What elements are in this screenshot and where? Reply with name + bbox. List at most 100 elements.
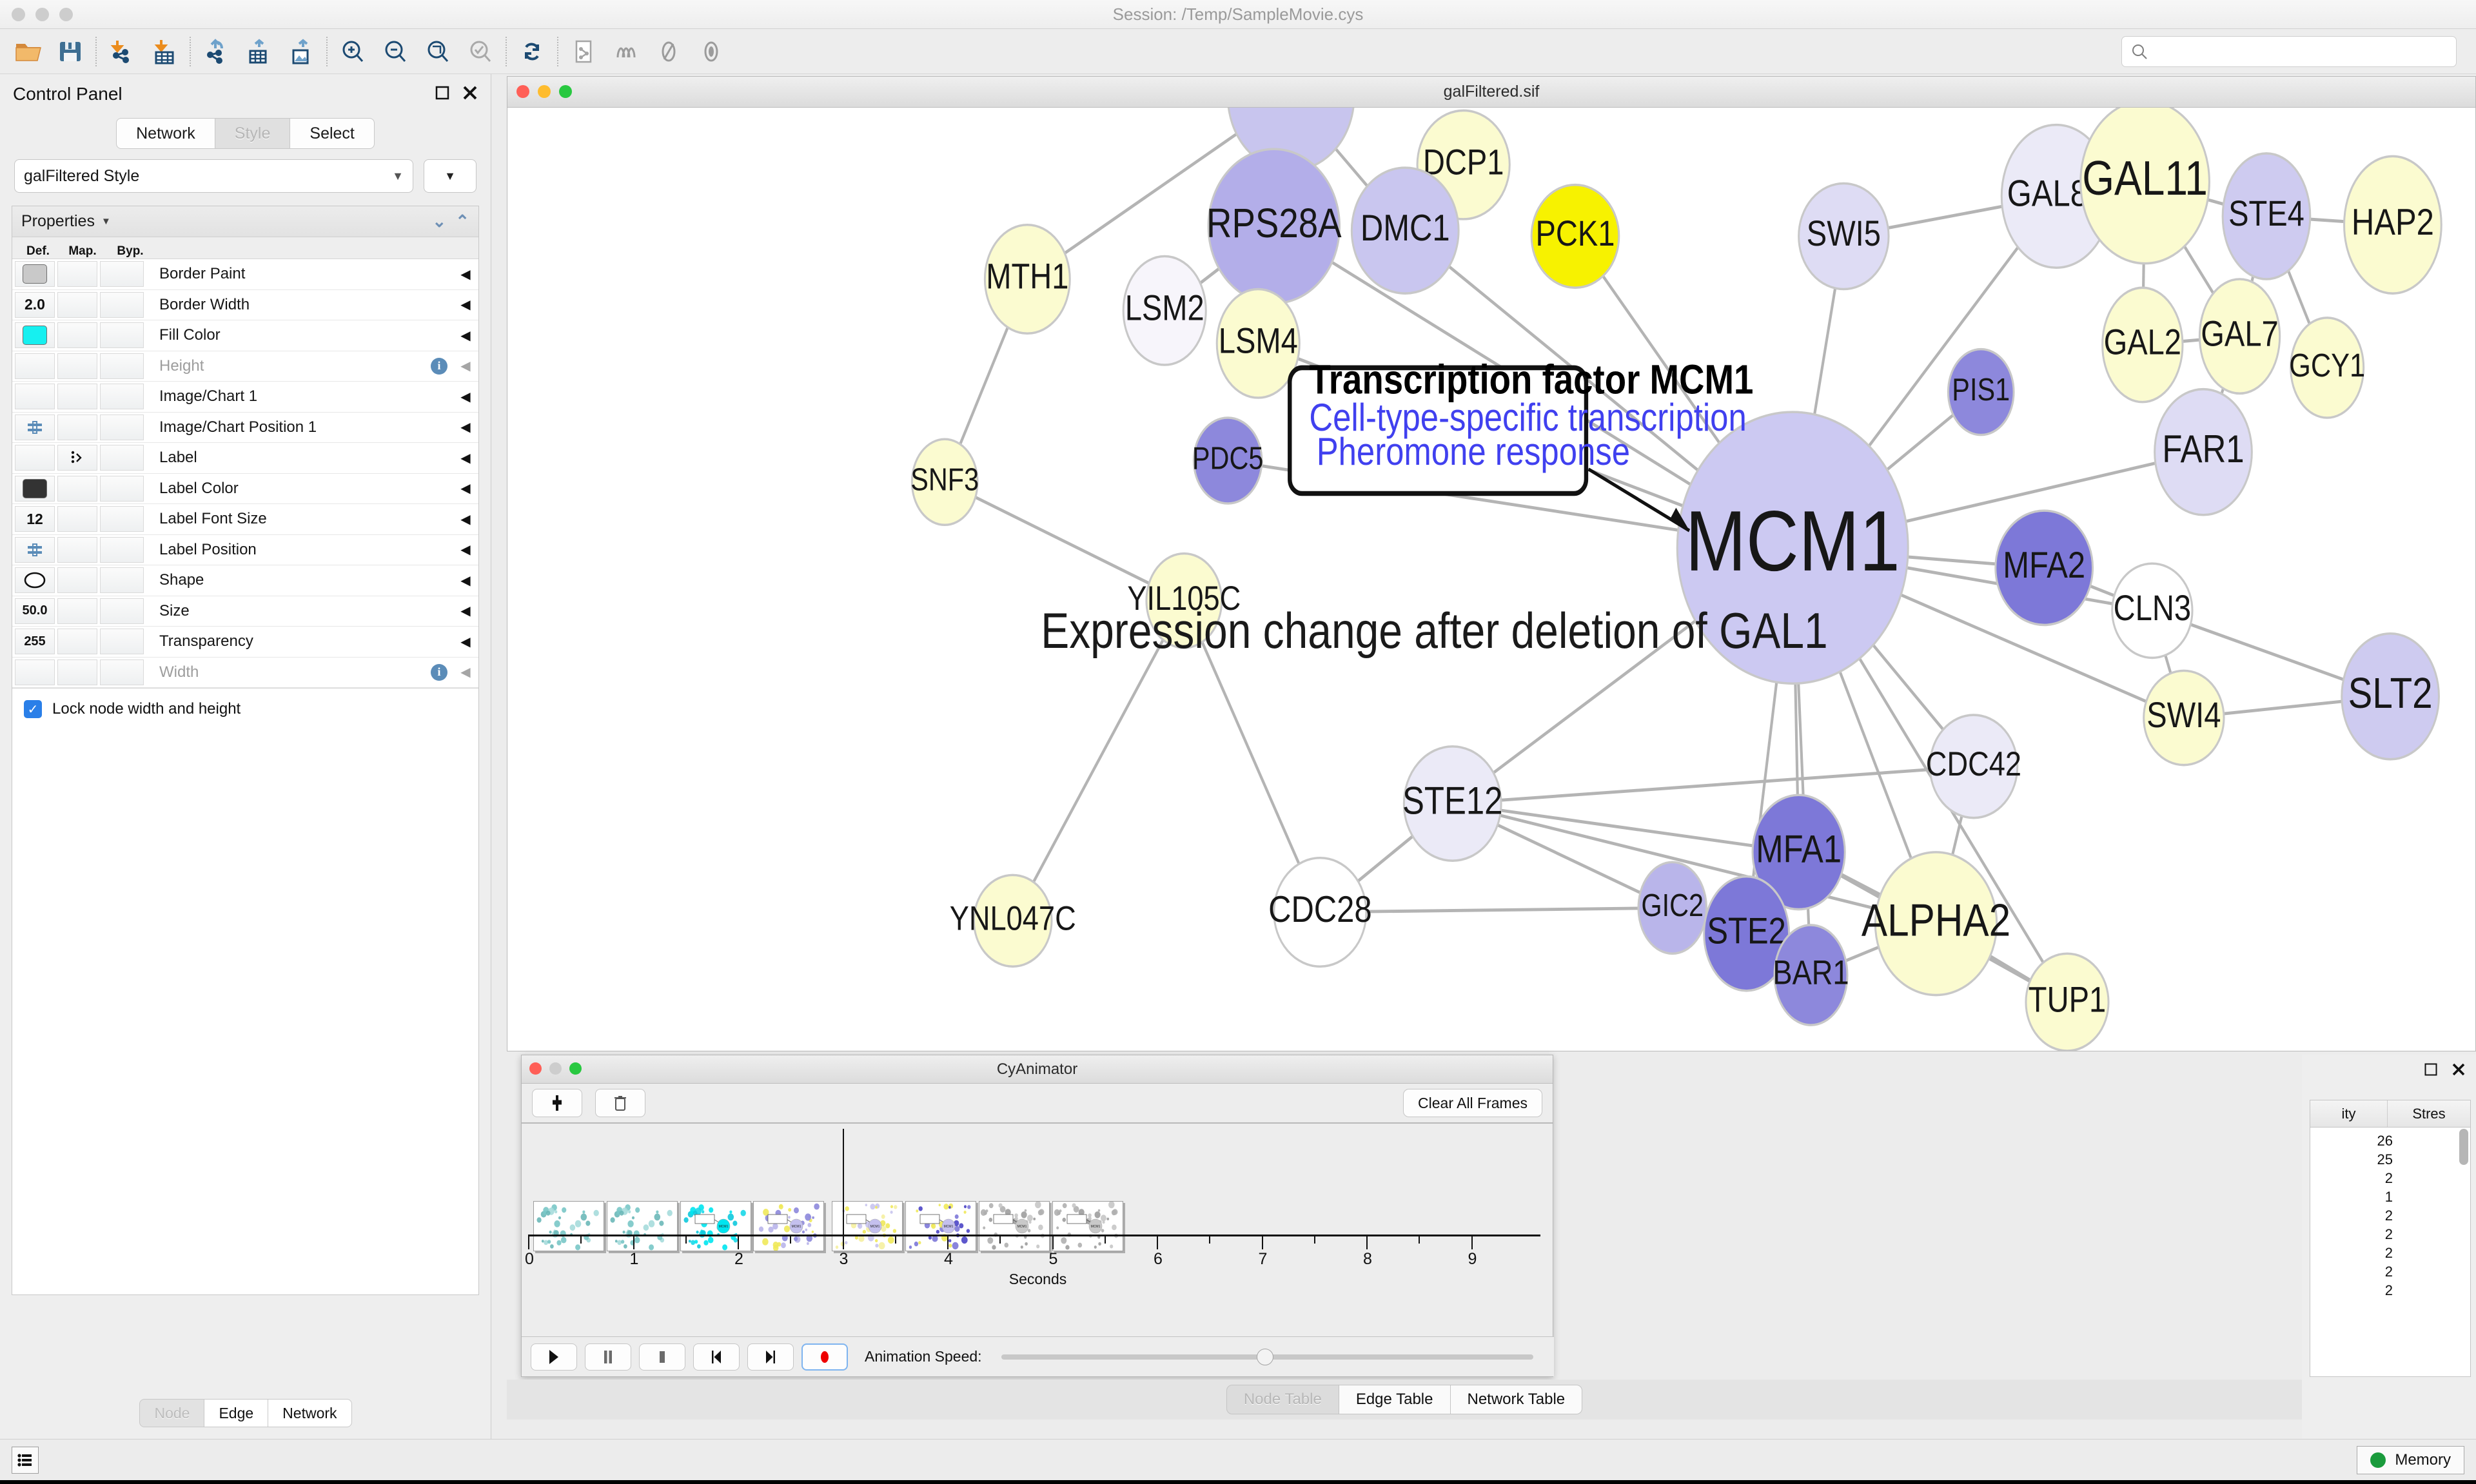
network-node[interactable] (1751, 794, 1846, 911)
expand-property-arrow-icon[interactable]: ◀ (460, 420, 471, 435)
property-row[interactable]: Image/Chart 1 ◀ (12, 382, 478, 413)
property-default-cell[interactable] (15, 536, 55, 563)
property-row[interactable]: Label Color ◀ (12, 474, 478, 504)
property-row[interactable]: 2.0 Border Width ◀ (12, 290, 478, 320)
search-input[interactable] (2121, 35, 2457, 67)
maximize-window-button[interactable] (59, 8, 73, 21)
table-row[interactable]: 25 (2310, 1150, 2470, 1169)
chevron-down-icon[interactable]: ▼ (101, 216, 111, 227)
property-mapping-cell[interactable] (57, 261, 97, 288)
table-grid[interactable]: ity Stres 26 25 2 1 2 2 2 2 2 (2310, 1100, 2471, 1377)
close-table-panel-icon[interactable] (2451, 1062, 2466, 1080)
tab-node-table[interactable]: Node Table (1226, 1385, 1339, 1414)
table-row[interactable]: 26 (2310, 1131, 2470, 1150)
property-row[interactable]: Label Position ◀ (12, 535, 478, 565)
network-node[interactable] (972, 874, 1053, 968)
tab-network-props[interactable]: Network (268, 1399, 352, 1427)
property-bypass-cell[interactable] (100, 291, 144, 318)
cyanimator-traffic-lights[interactable] (529, 1062, 582, 1075)
timeline-playhead[interactable] (842, 1129, 844, 1236)
network-canvas[interactable]: RPS28BDCP1RPS28ADMC1PCK1SWI5GAL80GAL11ST… (507, 108, 2475, 1051)
table-row[interactable]: 2 (2310, 1244, 2470, 1262)
tab-network[interactable]: Network (116, 118, 215, 149)
property-bypass-cell[interactable] (100, 353, 144, 379)
expand-property-arrow-icon[interactable]: ◀ (460, 543, 471, 558)
save-icon[interactable] (49, 32, 92, 71)
zoom-out-icon[interactable] (374, 32, 417, 71)
property-row[interactable]: Label ◀ (12, 443, 478, 474)
network-node[interactable] (2154, 387, 2253, 516)
export-table-icon[interactable] (237, 32, 280, 71)
skip-start-button[interactable] (693, 1343, 740, 1371)
animation-frame[interactable]: MCM1 (753, 1201, 825, 1251)
network-node[interactable] (2221, 152, 2312, 280)
property-default-cell[interactable] (15, 659, 55, 685)
property-bypass-cell[interactable] (100, 445, 144, 471)
animation-frame[interactable]: MCM1 (1052, 1201, 1123, 1251)
table-col-stress[interactable]: Stres (2412, 1105, 2446, 1122)
play-button[interactable] (531, 1343, 577, 1371)
property-mapping-cell[interactable] (57, 475, 97, 502)
annotation-box[interactable] (1288, 365, 1589, 496)
animation-frame[interactable]: MCM1 (978, 1201, 1050, 1251)
network-node[interactable] (983, 223, 1071, 335)
property-row[interactable]: 255 Transparency ◀ (12, 627, 478, 658)
network-node[interactable] (2343, 155, 2442, 295)
close-network-window-button[interactable] (516, 85, 529, 98)
show-all-icon[interactable] (605, 32, 647, 71)
export-image-icon[interactable] (280, 32, 322, 71)
expand-property-arrow-icon[interactable]: ◀ (460, 298, 471, 313)
property-row[interactable]: Width i ◀ (12, 658, 478, 688)
network-node[interactable] (2198, 278, 2281, 395)
float-table-panel-icon[interactable] (2424, 1063, 2437, 1079)
property-default-cell[interactable]: 12 (15, 506, 55, 532)
property-row[interactable]: 12 Label Font Size ◀ (12, 504, 478, 535)
property-bypass-cell[interactable] (100, 536, 144, 563)
delete-frame-button[interactable] (595, 1089, 645, 1117)
property-bypass-cell[interactable] (100, 261, 144, 288)
new-network-icon[interactable] (562, 32, 605, 71)
import-network-icon[interactable] (101, 32, 143, 71)
property-row[interactable]: Border Paint ◀ (12, 259, 478, 290)
table-row[interactable]: 2 (2310, 1169, 2470, 1187)
zoom-fit-icon[interactable] (417, 32, 459, 71)
minimize-window-button[interactable] (35, 8, 49, 21)
tab-edge-table[interactable]: Edge Table (1338, 1385, 1451, 1414)
property-default-cell[interactable] (15, 475, 55, 502)
network-node[interactable] (2290, 317, 2365, 419)
pause-button[interactable] (585, 1343, 631, 1371)
table-row[interactable]: 2 (2310, 1225, 2470, 1244)
property-default-cell[interactable]: 255 (15, 629, 55, 655)
table-row[interactable]: 2 (2310, 1206, 2470, 1225)
network-node[interactable] (2101, 286, 2184, 404)
expand-property-arrow-icon[interactable]: ◀ (460, 482, 471, 496)
lock-node-size-row[interactable]: ✓ Lock node width and height (12, 688, 478, 718)
tab-select[interactable]: Select (290, 118, 375, 149)
tab-node[interactable]: Node (139, 1399, 205, 1427)
property-mapping-cell[interactable] (57, 445, 97, 471)
network-node[interactable] (2111, 562, 2194, 659)
property-row[interactable]: Fill Color ◀ (12, 320, 478, 351)
skip-end-button[interactable] (747, 1343, 794, 1371)
expand-property-arrow-icon[interactable]: ◀ (460, 512, 471, 527)
property-mapping-cell[interactable] (57, 567, 97, 594)
property-default-cell[interactable] (15, 414, 55, 440)
show-selected-icon[interactable] (690, 32, 732, 71)
record-button[interactable] (801, 1343, 848, 1371)
property-mapping-cell[interactable] (57, 291, 97, 318)
network-node[interactable] (1994, 509, 2094, 627)
table-col-connectivity[interactable]: ity (2310, 1100, 2388, 1127)
expand-property-arrow-icon[interactable]: ◀ (460, 267, 471, 282)
import-table-icon[interactable] (143, 32, 186, 71)
property-row[interactable]: 50.0 Size ◀ (12, 596, 478, 627)
network-node[interactable] (2341, 632, 2440, 761)
zoom-in-icon[interactable] (331, 32, 374, 71)
animation-frame[interactable] (606, 1201, 678, 1251)
zoom-selected-icon[interactable] (459, 32, 502, 71)
property-bypass-cell[interactable] (100, 506, 144, 532)
property-default-cell[interactable] (15, 322, 55, 349)
network-node[interactable] (1350, 166, 1460, 295)
property-bypass-cell[interactable] (100, 384, 144, 410)
close-window-button[interactable] (12, 8, 25, 21)
property-default-cell[interactable] (15, 567, 55, 594)
